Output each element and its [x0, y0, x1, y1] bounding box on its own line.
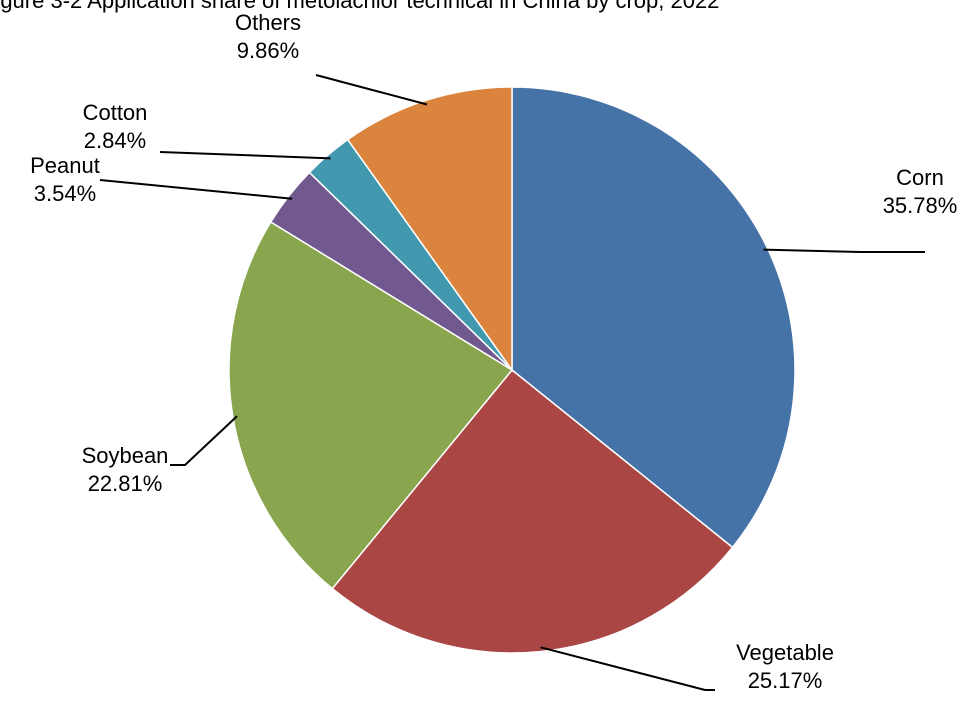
leader-line-cotton: [159, 151, 331, 160]
leader-line-corn: [763, 248, 925, 253]
chart-title: Figure 3-2 Application share of metolach…: [0, 0, 720, 13]
slice-value-peanut: 3.54%: [34, 181, 96, 206]
slice-label-corn: Corn: [896, 165, 944, 190]
slice-value-corn: 35.78%: [883, 193, 958, 218]
slice-labels: Corn 35.78% Vegetable 25.17% Soybean 22.81% Pe…: [30, 10, 957, 693]
slice-label-peanut: Peanut: [30, 153, 100, 178]
pie-slice-corn: [511, 86, 796, 549]
leader-line-soybean: [170, 415, 238, 466]
slice-label-others: Others: [235, 10, 301, 35]
slice-value-soybean: 22.81%: [88, 471, 163, 496]
pie-slices: [228, 86, 796, 654]
slice-label-cotton: Cotton: [83, 100, 148, 125]
slice-value-others: 9.86%: [237, 38, 299, 63]
leader-lines: [99, 74, 925, 691]
slice-value-cotton: 2.84%: [84, 128, 146, 153]
slice-label-soybean: Soybean: [82, 443, 169, 468]
leader-line-vegetable: [540, 646, 715, 691]
pie-slice-vegetable: [331, 368, 734, 654]
pie-slice-soybean: [228, 220, 514, 590]
slice-value-vegetable: 25.17%: [748, 668, 823, 693]
leader-line-peanut: [99, 179, 293, 200]
slice-label-vegetable: Vegetable: [736, 640, 834, 665]
leader-line-others: [315, 74, 428, 106]
pie-slice-others: [346, 86, 513, 373]
